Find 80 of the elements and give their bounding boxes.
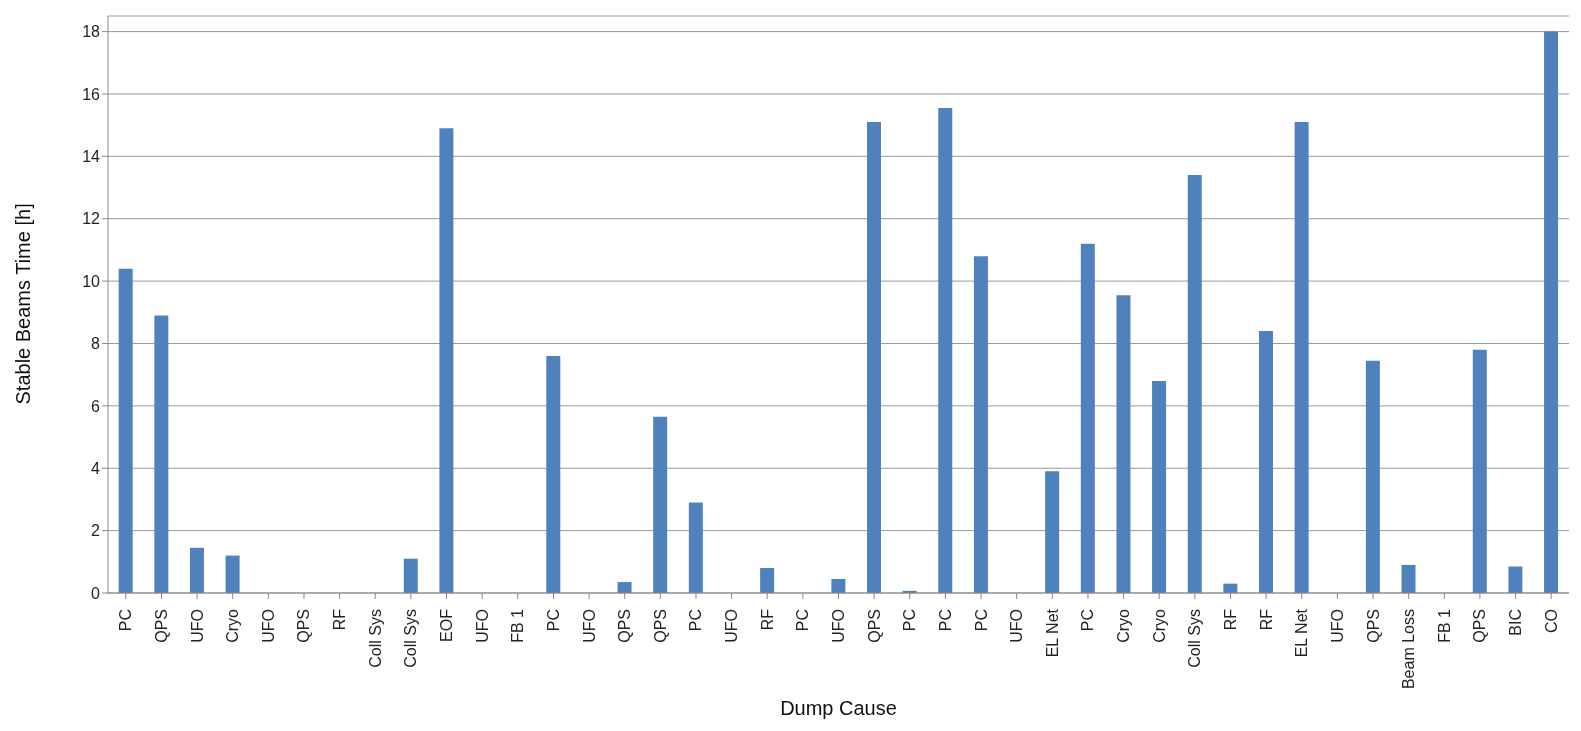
x-tick-label: UFO: [1328, 609, 1346, 643]
bar: [653, 416, 668, 593]
x-tick-label: QPS: [616, 609, 634, 643]
x-tick-label: RF: [1221, 608, 1239, 631]
x-tick-label: Coll Sys: [1186, 609, 1204, 668]
x-tick-label: QPS: [1471, 609, 1489, 643]
bar: [1294, 122, 1309, 593]
x-tick-label: UFO: [830, 609, 847, 643]
x-tick-label: PC: [1079, 609, 1097, 632]
x-tick-label: RF: [331, 608, 349, 631]
y-tick-label: 4: [91, 459, 101, 477]
x-tick-label: Cryo: [1115, 608, 1133, 643]
x-tick-label: PC: [687, 609, 705, 632]
x-tick-label: Coll Sys: [402, 609, 420, 668]
x-tick-label: CO: [1542, 609, 1560, 633]
x-tick-label: UFO: [259, 609, 277, 643]
y-axis-title: Stable Beams Time [h]: [12, 203, 35, 405]
x-tick-label: QPS: [295, 609, 313, 643]
x-tick-label: RF: [1257, 608, 1275, 631]
y-tick-label: 12: [82, 210, 101, 228]
bar: [1258, 331, 1273, 593]
x-tick-label: RF: [758, 608, 776, 631]
x-tick-label: QPS: [152, 609, 170, 643]
y-tick-label: 8: [91, 335, 101, 353]
bar: [439, 128, 454, 593]
x-tick-label: PC: [117, 609, 135, 632]
bar: [1152, 380, 1167, 593]
bar: [760, 568, 775, 593]
x-tick-label: QPS: [865, 609, 883, 643]
bar: [1365, 360, 1380, 593]
x-tick-label: UFO: [1008, 609, 1026, 643]
y-tick-label: 14: [82, 148, 101, 166]
bar: [1116, 295, 1131, 593]
x-axis-title: Dump Cause: [780, 697, 897, 719]
y-tick-label: 6: [91, 397, 101, 415]
bar: [1401, 564, 1416, 593]
x-tick-label: PC: [794, 609, 812, 632]
x-tick-label: Cryo: [224, 608, 242, 643]
x-tick-label: Beam Loss: [1400, 609, 1418, 690]
x-tick-label: PC: [972, 609, 990, 632]
y-tick-label: 0: [91, 584, 101, 602]
bar: [1544, 31, 1559, 593]
x-tick-label: PC: [544, 609, 562, 632]
bar: [154, 315, 169, 593]
y-tick-label: 16: [82, 85, 101, 103]
x-tick-label: BIC: [1507, 609, 1525, 636]
x-tick-label: FB 1: [1435, 608, 1453, 643]
x-tick-label: PC: [901, 609, 919, 632]
x-tick-label: Cryo: [1150, 608, 1168, 643]
bar: [1045, 471, 1060, 593]
bar: [1080, 243, 1095, 593]
x-tick-label: EOF: [438, 608, 456, 642]
x-tick-label: EL Net: [1043, 608, 1061, 658]
bar: [403, 558, 418, 593]
y-tick-label: 2: [91, 522, 101, 540]
bar: [118, 268, 133, 593]
bar: [546, 355, 561, 593]
x-tick-label: UFO: [473, 609, 491, 643]
bar: [189, 547, 204, 593]
bar: [1187, 175, 1202, 593]
bar: [831, 578, 846, 593]
x-tick-label: UFO: [723, 609, 741, 643]
x-tick-label: EL Net: [1293, 608, 1311, 658]
bar: [973, 256, 988, 593]
x-tick-label: UFO: [188, 609, 206, 643]
bar: [938, 108, 953, 593]
x-tick-label: FB 1: [509, 608, 527, 643]
x-tick-label: Coll Sys: [366, 609, 384, 668]
x-tick-label: QPS: [1364, 609, 1382, 643]
bar: [688, 502, 703, 593]
x-tick-label: PC: [936, 609, 954, 632]
y-tick-label: 10: [82, 272, 101, 290]
x-tick-label: UFO: [580, 609, 598, 643]
x-tick-label: QPS: [651, 609, 669, 643]
bar: [1508, 566, 1523, 593]
bar: [617, 582, 632, 593]
bar: [1472, 349, 1487, 593]
bar: [225, 555, 240, 593]
y-tick-label: 18: [82, 23, 101, 41]
bar: [867, 122, 882, 593]
